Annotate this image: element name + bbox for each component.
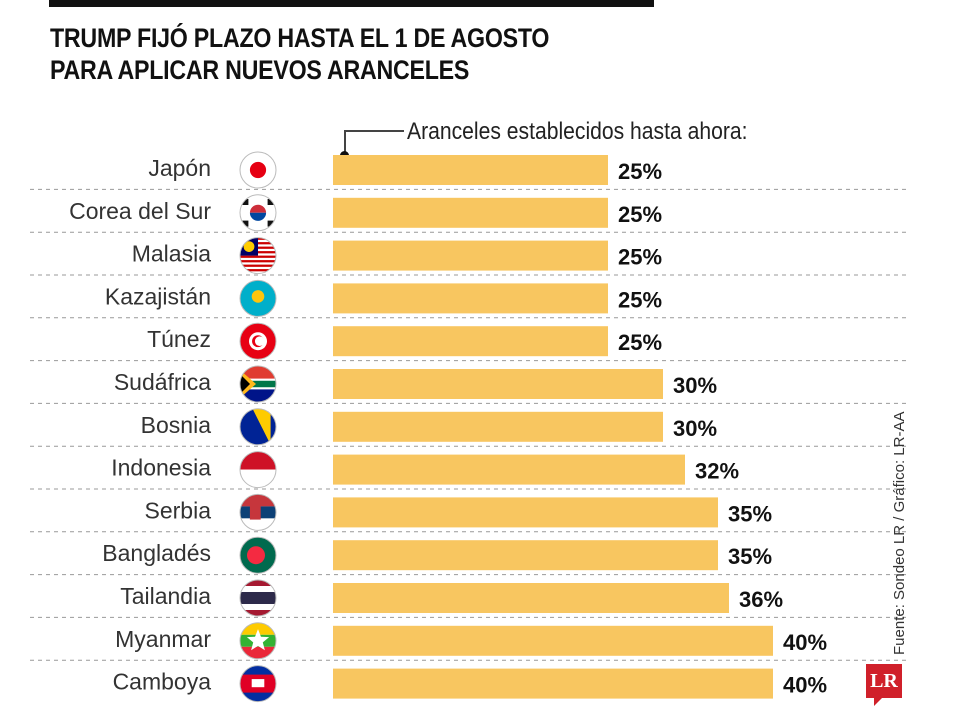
data-label: 25% xyxy=(618,287,662,312)
chart-title: TRUMP FIJÓ PLAZO HASTA EL 1 DE AGOSTO PA… xyxy=(50,22,549,86)
category-label: Bangladés xyxy=(102,540,211,566)
bar xyxy=(333,583,729,613)
category-label: Camboya xyxy=(113,669,212,695)
data-label: 25% xyxy=(618,245,662,270)
japan-flag-icon xyxy=(239,151,277,189)
title-line-1: TRUMP FIJÓ PLAZO HASTA EL 1 DE AGOSTO xyxy=(50,23,550,53)
bar xyxy=(333,369,663,399)
data-label: 30% xyxy=(673,373,717,398)
bar xyxy=(333,283,608,314)
bar xyxy=(333,668,773,699)
bar-row: Corea del Sur 25% xyxy=(30,188,910,232)
data-label: 40% xyxy=(783,673,827,698)
bar xyxy=(333,540,718,571)
indonesia-flag-icon xyxy=(239,451,277,489)
data-label: 40% xyxy=(783,630,827,655)
bar-row: Bosnia 30% xyxy=(30,402,910,446)
bar-row: Camboya 40% xyxy=(30,659,910,703)
bar-row: Myanmar 40% xyxy=(30,616,910,660)
bar-row: Serbia 35% xyxy=(30,488,910,531)
kazakhstan-flag-icon xyxy=(239,279,277,317)
annotation-leader-line xyxy=(344,130,404,156)
bar xyxy=(333,497,718,528)
category-label: Sudáfrica xyxy=(114,369,211,395)
top-rule xyxy=(49,0,654,7)
south-africa-flag-icon xyxy=(239,365,277,403)
annotation-label: Aranceles establecidos hasta ahora: xyxy=(407,118,748,145)
data-label: 25% xyxy=(618,202,662,227)
category-label: Corea del Sur xyxy=(69,198,211,224)
category-label: Bosnia xyxy=(141,412,212,438)
data-label: 32% xyxy=(695,459,739,484)
data-label: 30% xyxy=(673,416,717,441)
bar xyxy=(333,197,608,228)
bar-row: Bangladés 35% xyxy=(30,531,910,574)
tunisia-flag-icon xyxy=(239,322,277,360)
bar-row: Kazajistán 25% xyxy=(30,274,910,317)
bar xyxy=(333,625,773,656)
myanmar-flag-icon xyxy=(239,622,277,660)
category-label: Kazajistán xyxy=(105,283,211,309)
bar-row: Malasia 25% xyxy=(30,231,910,275)
data-label: 36% xyxy=(739,587,783,612)
bar xyxy=(333,240,608,271)
data-label: 25% xyxy=(618,159,662,184)
lr-logo: LR xyxy=(866,664,902,706)
source-credit: Fuente: Sondeo LR / Gráfico: LR-AA xyxy=(891,411,908,655)
bar xyxy=(333,454,685,485)
bosnia-flag-icon xyxy=(239,408,277,446)
thailand-flag-icon xyxy=(239,579,277,617)
category-label: Tailandia xyxy=(120,583,211,609)
title-line-2: PARA APLICAR NUEVOS ARANCELES xyxy=(50,55,470,85)
data-label: 35% xyxy=(728,501,772,526)
bar-row: Sudáfrica 30% xyxy=(30,360,910,403)
south-korea-flag-icon xyxy=(239,194,277,232)
cambodia-flag-icon xyxy=(239,665,277,703)
category-label: Japón xyxy=(148,155,211,181)
category-label: Serbia xyxy=(145,497,212,523)
bar-row: Tailandia 36% xyxy=(30,574,910,617)
category-label: Myanmar xyxy=(115,626,211,652)
bangladesh-flag-icon xyxy=(239,536,277,574)
bar-row: Japón 25% xyxy=(148,151,662,189)
malaysia-flag-icon xyxy=(239,237,277,275)
category-label: Túnez xyxy=(147,326,211,352)
data-label: 35% xyxy=(728,544,772,569)
bar xyxy=(333,155,608,185)
category-label: Malasia xyxy=(132,241,211,267)
bar-row: Túnez 25% xyxy=(30,317,910,360)
serbia-flag-icon xyxy=(239,493,277,531)
bar xyxy=(333,411,663,442)
category-label: Indonesia xyxy=(111,455,211,481)
bar-row: Indonesia 32% xyxy=(30,445,910,489)
bar xyxy=(333,326,608,357)
data-label: 25% xyxy=(618,330,662,355)
